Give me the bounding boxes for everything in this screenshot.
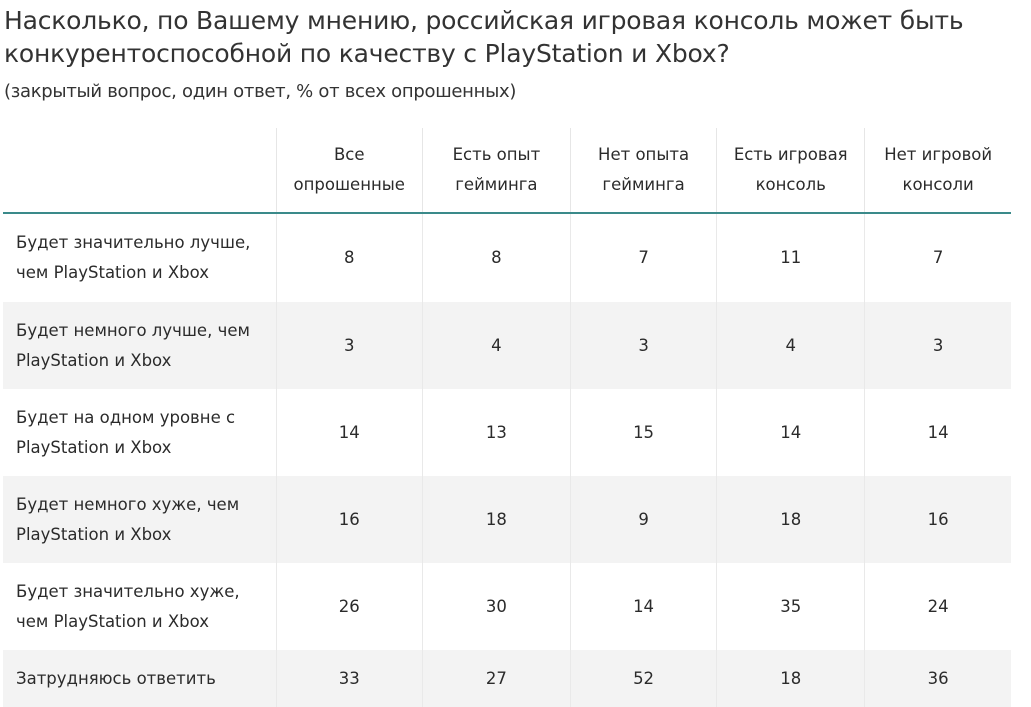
table-cell: 3 bbox=[864, 302, 1011, 389]
table-cell: 7 bbox=[864, 213, 1011, 302]
page-subtitle: (закрытый вопрос, один ответ, % от всех … bbox=[4, 81, 517, 102]
table-cell: 16 bbox=[864, 476, 1011, 563]
table-cell: 8 bbox=[275, 213, 423, 302]
page-title: Насколько, по Вашему мнению, российская … bbox=[4, 6, 964, 68]
table-cell: 14 bbox=[864, 389, 1011, 476]
table-cell: 14 bbox=[275, 389, 423, 476]
table-cell: 27 bbox=[421, 650, 571, 707]
column-header-all-respondents: Все опрошенные bbox=[275, 128, 423, 214]
table-header-row: Все опрошенные Есть опыт гейминга Нет оп… bbox=[3, 128, 1011, 214]
table-row: Будет значительно лучше, чем PlayStation… bbox=[3, 213, 1011, 302]
row-label: Будет на одном уровне с PlayStation и Xb… bbox=[16, 407, 236, 457]
table-row: Будет значительно хуже, чем PlayStation … bbox=[3, 563, 1011, 650]
table-cell: 15 bbox=[569, 389, 717, 476]
row-label: Будет значительно хуже, чем PlayStation … bbox=[16, 581, 240, 631]
table-cell: 18 bbox=[716, 650, 865, 707]
table-cell: 33 bbox=[275, 650, 423, 707]
column-header-gaming-experience: Есть опыт гейминга bbox=[421, 128, 571, 214]
column-header-no-gaming-experience: Нет опыта гейминга bbox=[569, 128, 717, 214]
table-cell: 18 bbox=[716, 476, 865, 563]
table-row: Будет на одном уровне с PlayStation и Xb… bbox=[3, 389, 1011, 476]
table-cell: 24 bbox=[864, 563, 1011, 650]
table-cell: 7 bbox=[569, 213, 717, 302]
table-cell: 26 bbox=[275, 563, 423, 650]
table-row: Будет немного хуже, чем PlayStation и Xb… bbox=[3, 476, 1011, 563]
table-cell: 14 bbox=[716, 389, 865, 476]
row-label: Будет немного лучше, чем PlayStation и X… bbox=[3, 302, 277, 389]
table-cell: 16 bbox=[275, 476, 423, 563]
row-label: Затрудняюсь ответить bbox=[3, 650, 277, 707]
column-header-no-console: Нет игровой консоли bbox=[864, 128, 1011, 214]
table-cell: 4 bbox=[421, 302, 571, 389]
survey-table: Все опрошенные Есть опыт гейминга Нет оп… bbox=[3, 128, 1011, 707]
table-cell: 18 bbox=[421, 476, 571, 563]
table-cell: 35 bbox=[716, 563, 865, 650]
table-cell: 3 bbox=[569, 302, 717, 389]
table-cell: 14 bbox=[569, 563, 717, 650]
table-row: Будет немного лучше, чем PlayStation и X… bbox=[3, 302, 1011, 389]
table-cell: 9 bbox=[569, 476, 717, 563]
table-cell: 4 bbox=[716, 302, 865, 389]
column-header-has-console: Есть игровая консоль bbox=[716, 128, 865, 214]
table-cell: 36 bbox=[864, 650, 1011, 707]
table-cell: 13 bbox=[421, 389, 571, 476]
column-header-empty bbox=[3, 128, 277, 214]
table-cell: 11 bbox=[716, 213, 865, 302]
table-cell: 30 bbox=[421, 563, 571, 650]
table-cell: 52 bbox=[569, 650, 717, 707]
table-cell: 8 bbox=[421, 213, 571, 302]
row-label: Будет немного хуже, чем PlayStation и Xb… bbox=[3, 476, 277, 563]
table-cell: 3 bbox=[275, 302, 423, 389]
row-label: Будет значительно лучше, чем PlayStation… bbox=[16, 233, 251, 282]
table-row: Затрудняюсь ответить 33 27 52 18 36 bbox=[3, 650, 1011, 707]
